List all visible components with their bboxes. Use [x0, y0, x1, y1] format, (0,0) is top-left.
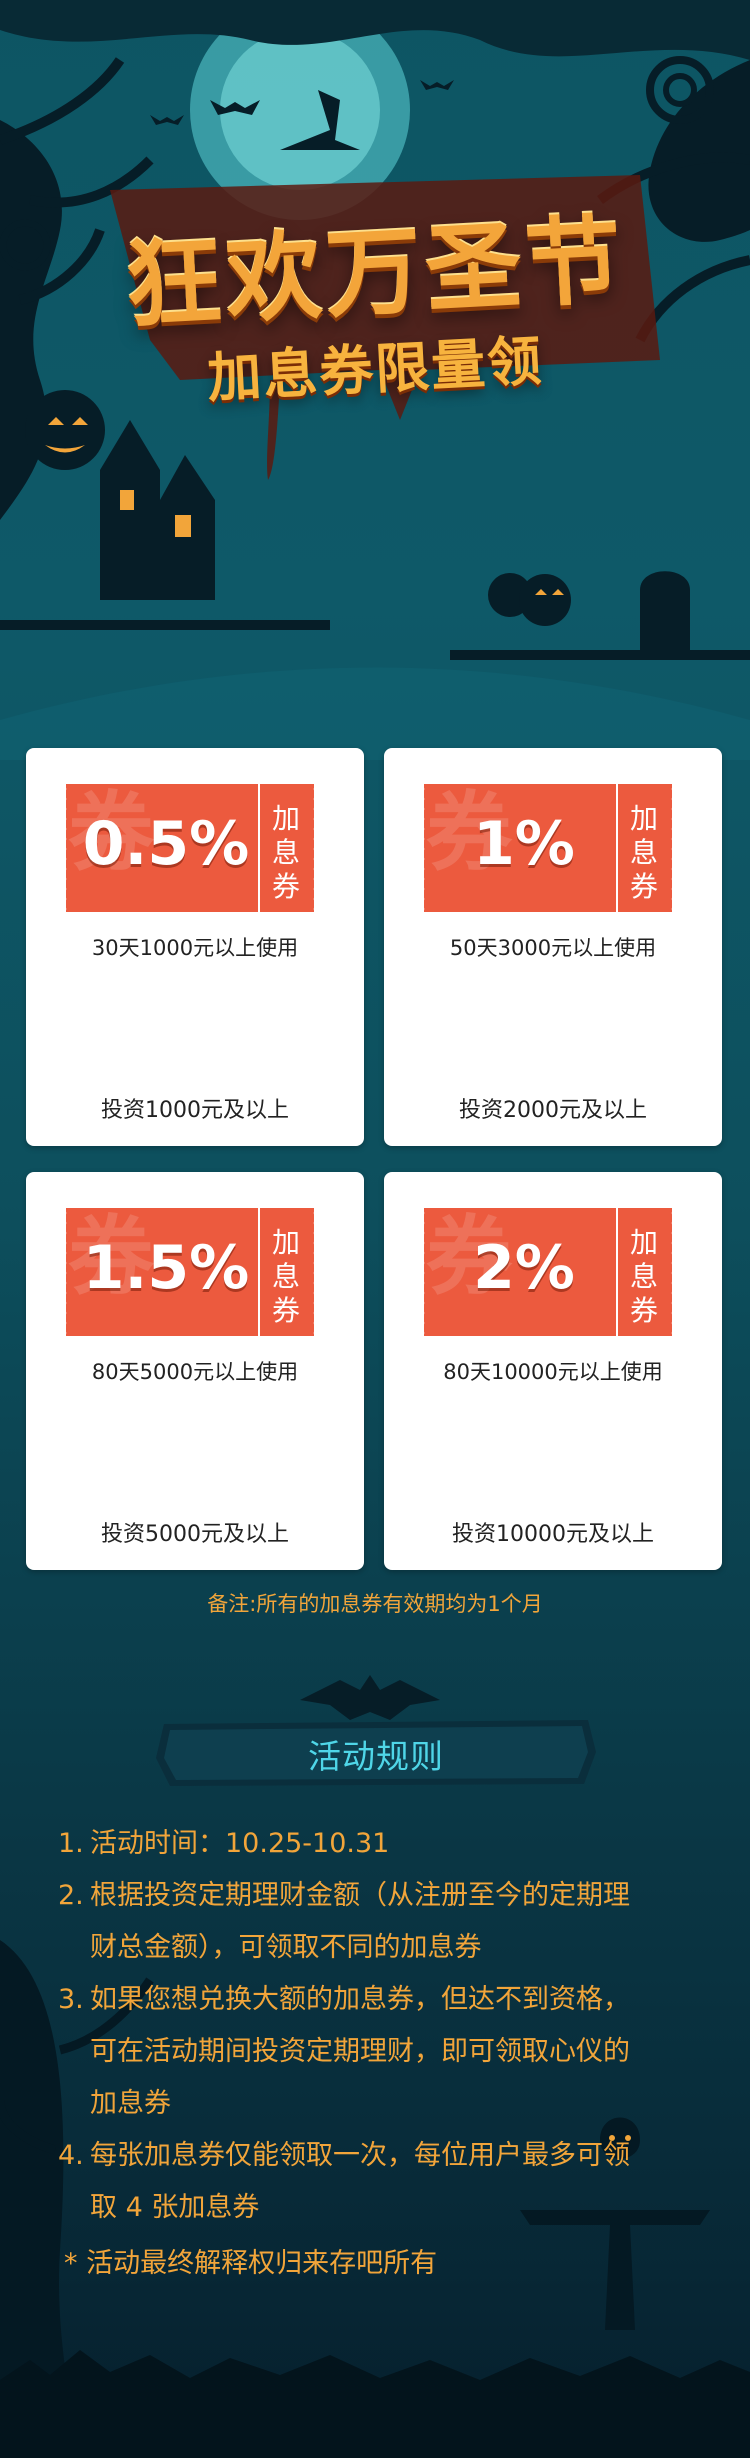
coupon-invest-requirement: 投资10000元及以上: [452, 1522, 654, 1547]
coupon-watermark: 券: [426, 783, 512, 883]
coupon-ticket: 券 0.5% 加息券: [63, 783, 317, 912]
coupon-watermark: 券: [68, 1207, 154, 1307]
bat-icon: [300, 1675, 440, 1720]
coupon-ticket: 券 1.5% 加息券: [63, 1207, 317, 1336]
rule-item: 3. 如果您想兑换大额的加息券，但达不到资格， 可在活动期间投资定期理财，即可领…: [58, 1984, 630, 2119]
rules-footer: * 活动最终解释权归来存吧所有: [64, 2248, 438, 2279]
coupon-side-label: 加息券: [629, 1226, 658, 1327]
tree-silhouette-bottom: [0, 1940, 80, 2458]
coupon-rate: 1.5%: [82, 1233, 250, 1303]
coupon-side-label: 加息券: [271, 802, 300, 903]
coupon-invest-requirement: 投资5000元及以上: [101, 1522, 289, 1547]
rules-banner: 活动规则: [156, 1718, 596, 1788]
witch-icon: [280, 90, 360, 150]
coupon-watermark: 券: [426, 1207, 512, 1307]
tree-silhouette-left: [0, 120, 62, 520]
tree-silhouette-right: [648, 60, 750, 242]
hero-header: 狂欢万圣节 加息券限量领: [0, 0, 750, 720]
coupon-condition: 30天1000元以上使用: [91, 936, 299, 960]
bat-icon: [210, 100, 260, 115]
scarecrow-icon: [520, 2117, 710, 2330]
coupon-card[interactable]: 券 0.5% 加息券 30天1000元以上使用 投资1000元及以上: [26, 748, 364, 1146]
rule-item: 4. 每张加息券仅能领取一次，每位用户最多可领 取 4 张加息券: [58, 2140, 630, 2223]
coupon-side-label: 加息券: [271, 1226, 300, 1327]
coupon-rate: 0.5%: [82, 809, 250, 879]
coupon-rate: 2%: [473, 1233, 575, 1303]
coupon-rate: 1%: [473, 809, 575, 879]
coupon-card[interactable]: 券 1% 加息券 50天3000元以上使用 投资2000元及以上: [384, 748, 722, 1146]
rules-list: 1. 活动时间：10.25-10.31 2. 根据投资定期理财金额（从注册至今的…: [58, 1818, 708, 2290]
coupon-condition: 80天5000元以上使用: [91, 1360, 299, 1384]
coupon-validity-note: 备注:所有的加息券有效期均为1个月: [207, 1592, 543, 1616]
coupon-condition: 80天10000元以上使用: [443, 1360, 663, 1384]
rules-title: 活动规则: [308, 1737, 444, 1776]
coupon-card[interactable]: 券 1.5% 加息券 80天5000元以上使用 投资5000元及以上: [26, 1172, 364, 1570]
rule-item: 2. 根据投资定期理财金额（从注册至今的定期理 财总金额），可领取不同的加息券: [58, 1880, 630, 1963]
coupon-invest-requirement: 投资2000元及以上: [459, 1098, 647, 1123]
pumpkin-icon: [25, 390, 105, 470]
tombstone-icon: [640, 571, 690, 650]
coupon-invest-requirement: 投资1000元及以上: [101, 1098, 289, 1123]
coupon-ticket: 券 2% 加息券: [421, 1207, 675, 1336]
moon-icon: [190, 0, 410, 220]
rule-item: 1. 活动时间：10.25-10.31: [58, 1828, 390, 1859]
coupon-watermark: 券: [68, 783, 154, 883]
coupon-ticket: 券 1% 加息券: [421, 783, 675, 912]
coupon-card[interactable]: 券 2% 加息券 80天10000元以上使用 投资10000元及以上: [384, 1172, 722, 1570]
coupon-side-label: 加息券: [629, 802, 658, 903]
haunted-house-icon: [100, 420, 215, 600]
coupon-condition: 50天3000元以上使用: [449, 936, 657, 960]
